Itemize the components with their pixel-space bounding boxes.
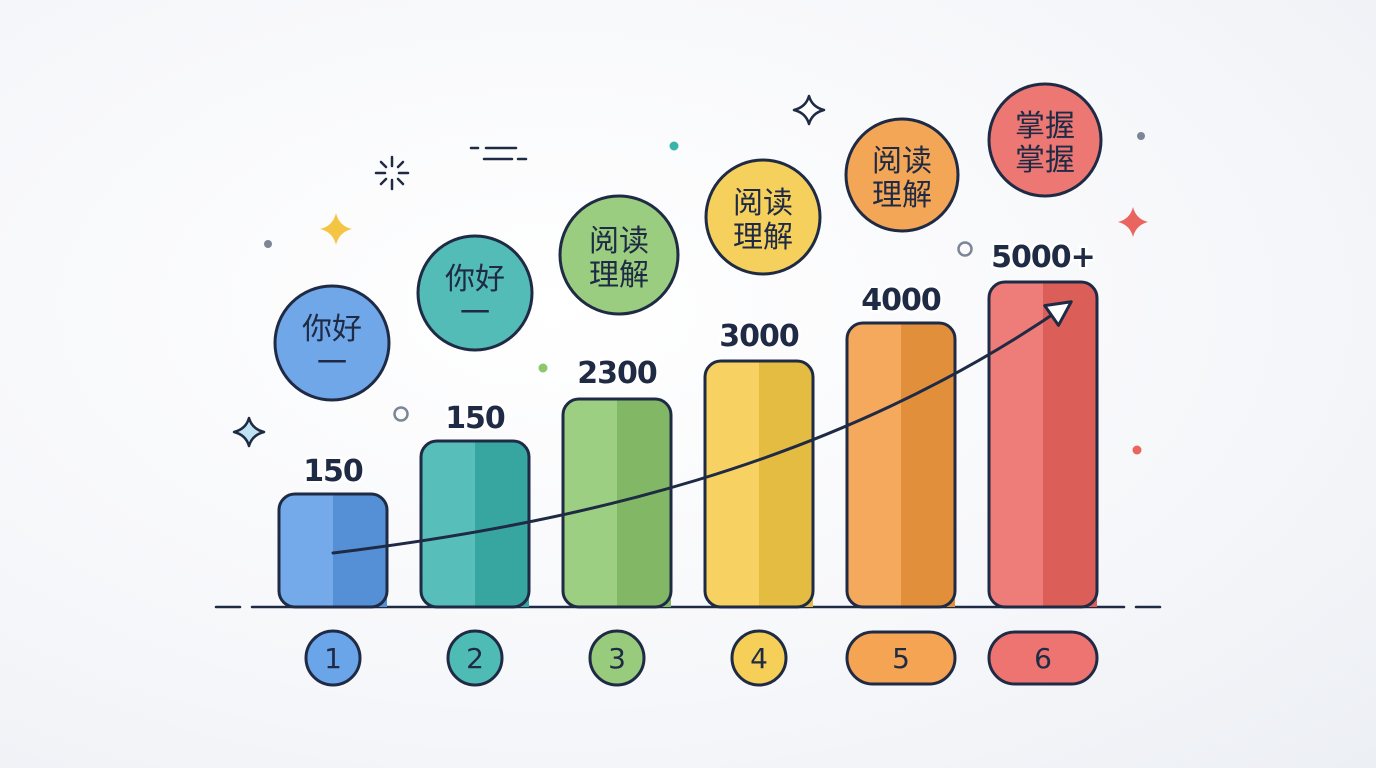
step-badge-5: 5 xyxy=(845,630,957,686)
bubble-label: 你好 xyxy=(302,312,362,347)
bubble-label: 阅读 xyxy=(733,186,793,221)
dot-decoration xyxy=(1132,445,1142,455)
value-label: 5000+ xyxy=(991,240,1095,275)
dash-lines-decoration xyxy=(469,146,528,161)
step-badges: 1 2 3 4 5 6 xyxy=(304,629,1099,687)
step-badge-4: 4 xyxy=(730,629,788,687)
star-icon xyxy=(1118,207,1148,237)
decorations xyxy=(232,94,1148,455)
sparkle-burst-icon xyxy=(374,155,410,191)
bubble-label: 阅读 xyxy=(589,224,649,259)
bubble-label: 理解 xyxy=(872,178,932,213)
dot-decoration xyxy=(538,363,548,373)
ring-decoration xyxy=(957,241,973,257)
bubble-label: 一 xyxy=(317,346,347,381)
bubble-label: 你好 xyxy=(445,262,505,297)
step-number: 3 xyxy=(608,642,626,675)
value-label: 2300 xyxy=(577,356,657,391)
bar-1 xyxy=(277,492,389,609)
dot-decoration xyxy=(669,141,679,151)
value-label: 150 xyxy=(445,401,505,436)
step-number: 6 xyxy=(1034,642,1052,675)
bubble-label: 掌握 xyxy=(1015,143,1075,178)
bubble-label: 理解 xyxy=(733,220,793,255)
star-icon xyxy=(792,94,826,126)
step-number: 4 xyxy=(750,642,768,675)
step-number: 5 xyxy=(892,642,910,675)
step-badge-2: 2 xyxy=(446,629,504,687)
star-icon xyxy=(232,416,266,448)
bubble-label: 一 xyxy=(460,296,490,331)
bar-2 xyxy=(419,439,531,609)
star-icon xyxy=(320,213,352,245)
step-badge-3: 3 xyxy=(588,629,646,687)
trend-arrow xyxy=(331,300,1073,555)
value-label: 3000 xyxy=(719,319,799,354)
bar-4 xyxy=(703,359,815,609)
bubble-2: 你好一 xyxy=(416,234,534,352)
value-label: 150 xyxy=(303,454,363,489)
bubble-label: 理解 xyxy=(589,258,649,293)
dot-decoration xyxy=(1137,132,1145,140)
bubble-label: 阅读 xyxy=(872,144,932,179)
bar-6 xyxy=(987,280,1099,609)
step-number: 1 xyxy=(324,642,342,675)
bar-5 xyxy=(845,321,957,609)
value-label: 4000 xyxy=(861,283,941,318)
bars xyxy=(277,280,1099,609)
step-badge-1: 1 xyxy=(304,629,362,687)
bubble-label: 掌握 xyxy=(1015,109,1075,144)
step-number: 2 xyxy=(466,642,484,675)
step-badge-6: 6 xyxy=(987,630,1099,686)
bubble-1: 你好一 xyxy=(273,284,391,402)
dot-decoration xyxy=(264,240,272,248)
ring-decoration xyxy=(393,406,409,422)
value-labels: 150 150 2300 3000 4000 5000+ xyxy=(301,238,1099,492)
